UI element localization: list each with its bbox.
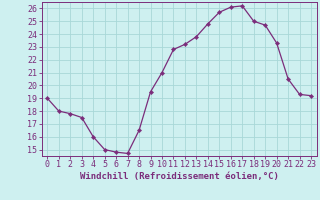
X-axis label: Windchill (Refroidissement éolien,°C): Windchill (Refroidissement éolien,°C) xyxy=(80,172,279,181)
